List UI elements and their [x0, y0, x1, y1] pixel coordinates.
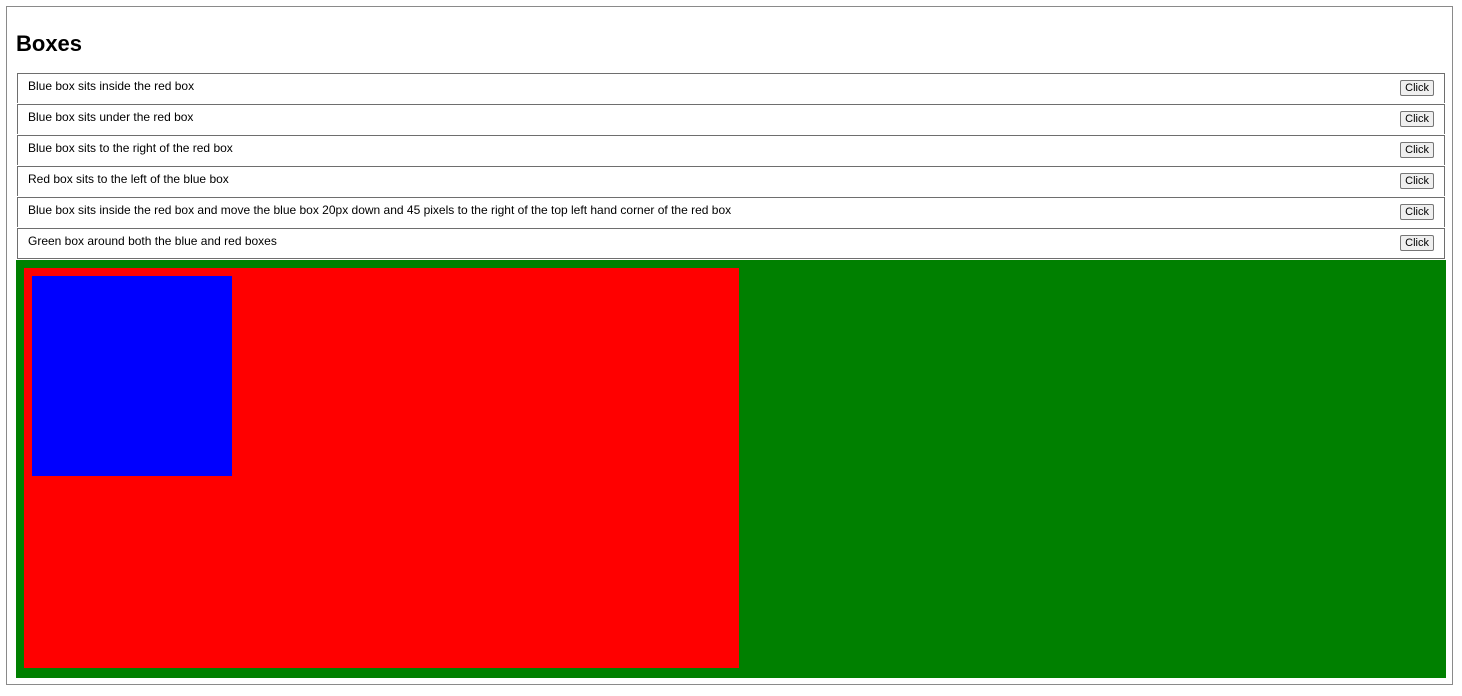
- task-row-right: Blue box sits to the right of the red bo…: [17, 135, 1445, 165]
- blue-box: [32, 276, 232, 476]
- task-text: Blue box sits to the right of the red bo…: [28, 141, 233, 155]
- task-text: Red box sits to the left of the blue box: [28, 172, 229, 186]
- click-button-right[interactable]: Click: [1400, 142, 1434, 158]
- task-row-inside: Blue box sits inside the red box Click: [17, 73, 1445, 103]
- task-text: Green box around both the blue and red b…: [28, 234, 277, 248]
- page-title: Boxes: [16, 31, 83, 56]
- task-text: Blue box sits under the red box: [28, 110, 194, 124]
- click-button-left[interactable]: Click: [1400, 173, 1434, 189]
- task-text: Blue box sits inside the red box: [28, 79, 195, 93]
- task-list: Blue box sits inside the red box Click B…: [17, 73, 1445, 259]
- click-button-inside[interactable]: Click: [1400, 80, 1434, 96]
- click-button-green[interactable]: Click: [1400, 235, 1434, 251]
- click-button-under[interactable]: Click: [1400, 111, 1434, 127]
- click-button-offset[interactable]: Click: [1400, 204, 1434, 220]
- task-row-offset: Blue box sits inside the red box and mov…: [17, 197, 1445, 227]
- task-row-under: Blue box sits under the red box Click: [17, 104, 1445, 134]
- task-row-green: Green box around both the blue and red b…: [17, 228, 1445, 259]
- task-row-left: Red box sits to the left of the blue box…: [17, 166, 1445, 196]
- task-text: Blue box sits inside the red box and mov…: [28, 203, 732, 217]
- green-box: [16, 260, 1446, 678]
- red-box: [24, 268, 739, 668]
